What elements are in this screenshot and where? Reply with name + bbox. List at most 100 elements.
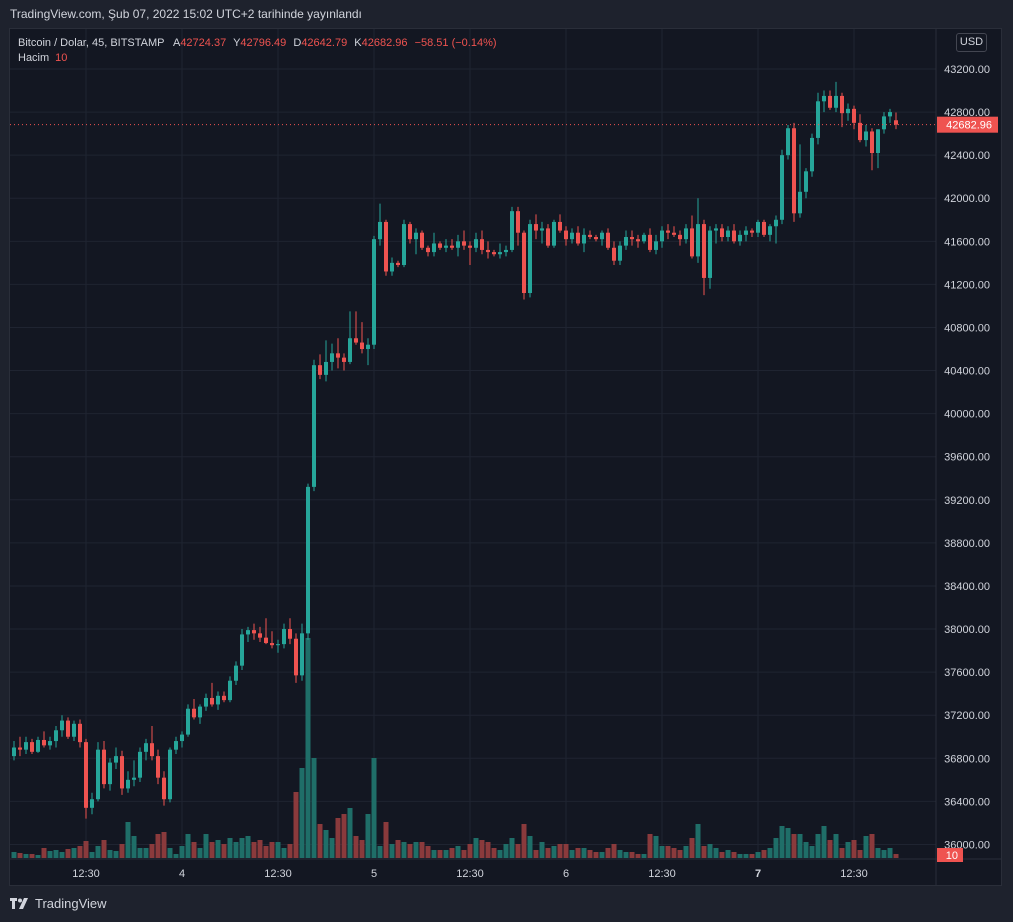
candle: [606, 228, 610, 250]
candle-body: [846, 108, 850, 114]
candle-body: [612, 247, 616, 261]
candle: [42, 731, 46, 748]
tradingview-logo-icon: [10, 897, 28, 909]
candle: [78, 719, 82, 748]
candle: [468, 241, 472, 266]
volume-bar: [833, 834, 839, 858]
candle-body: [840, 95, 844, 114]
candle: [126, 771, 130, 793]
candle-body: [162, 777, 166, 800]
candle: [816, 92, 820, 145]
volume-bar: [671, 848, 677, 858]
candle: [798, 144, 802, 218]
volume-bar: [11, 852, 17, 858]
candle: [180, 731, 184, 748]
x-tick-label: 12:30: [264, 868, 292, 880]
candle: [540, 221, 544, 244]
candle: [54, 725, 58, 748]
candle: [228, 676, 232, 703]
candle-body: [84, 742, 88, 808]
candle-body: [234, 665, 238, 681]
x-tick-label: 12:30: [840, 868, 868, 880]
volume-bar: [605, 848, 611, 858]
volume-bar: [137, 848, 143, 858]
candle: [762, 219, 766, 238]
volume-bar: [95, 846, 101, 858]
candle: [780, 149, 784, 225]
candle-body: [228, 680, 232, 701]
candle-body: [210, 697, 214, 705]
candle-body: [600, 232, 604, 240]
volume-bar: [215, 840, 221, 858]
candle-body: [246, 630, 250, 635]
volume-bar: [269, 842, 275, 858]
candle-body: [222, 695, 226, 701]
volume-bar: [623, 852, 629, 858]
candle-body: [762, 221, 766, 235]
currency-button[interactable]: USD: [956, 33, 987, 52]
volume-bar: [779, 826, 785, 858]
candle-body: [48, 741, 52, 746]
volume-bar: [857, 850, 863, 858]
candle-body: [240, 634, 244, 666]
candle-body: [306, 486, 310, 634]
candle: [174, 736, 178, 754]
candle-body: [498, 252, 502, 255]
y-tick-label: 43200.00: [944, 64, 990, 76]
candle: [582, 228, 586, 253]
volume-bar: [797, 834, 803, 858]
volume-bar: [419, 842, 425, 858]
candle-body: [24, 742, 28, 750]
candle: [648, 228, 652, 253]
candle: [270, 631, 274, 649]
candle-body: [870, 131, 874, 154]
candle-body: [132, 777, 136, 780]
volume-bar: [407, 844, 413, 858]
candle-body: [726, 230, 730, 238]
candle: [438, 241, 442, 250]
candle-body: [750, 230, 754, 233]
candle: [882, 112, 886, 134]
last-volume-tag: [937, 848, 963, 862]
volume-bar: [203, 834, 209, 858]
candle-body: [294, 638, 298, 676]
candle: [192, 699, 196, 720]
volume-bar: [485, 842, 491, 858]
candle: [402, 219, 406, 268]
y-tick-label: 42800.00: [944, 107, 990, 119]
candle-body: [324, 361, 328, 375]
volume-bar: [803, 842, 809, 858]
candle: [96, 742, 100, 802]
candle: [492, 249, 496, 257]
candle-body: [150, 743, 154, 757]
candle: [702, 219, 706, 296]
candle: [252, 623, 256, 640]
candle: [462, 230, 466, 250]
candle-body: [462, 241, 466, 246]
candle-body: [588, 234, 592, 238]
volume-bar: [131, 836, 137, 858]
volume-bar: [113, 851, 119, 858]
candle-body: [564, 230, 568, 240]
volume-bar: [887, 848, 893, 858]
candle: [594, 234, 598, 242]
candle-body: [582, 234, 586, 244]
candle: [336, 338, 340, 369]
candle: [360, 322, 364, 354]
candle-body: [516, 211, 520, 233]
candle: [600, 230, 604, 246]
volume-bar: [479, 840, 485, 858]
candle: [294, 633, 298, 683]
x-tick-label: 12:30: [648, 868, 676, 880]
volume-bar: [443, 850, 449, 858]
candle: [312, 359, 316, 492]
change-value: −58.51 (−0.14%): [414, 37, 497, 49]
candle-body: [624, 237, 628, 246]
candle-body: [372, 239, 376, 345]
candle-body: [540, 228, 544, 231]
y-tick-label: 41600.00: [944, 236, 990, 248]
volume-bar: [791, 834, 797, 858]
volume-bar: [431, 850, 437, 858]
volume-bar: [863, 836, 869, 858]
